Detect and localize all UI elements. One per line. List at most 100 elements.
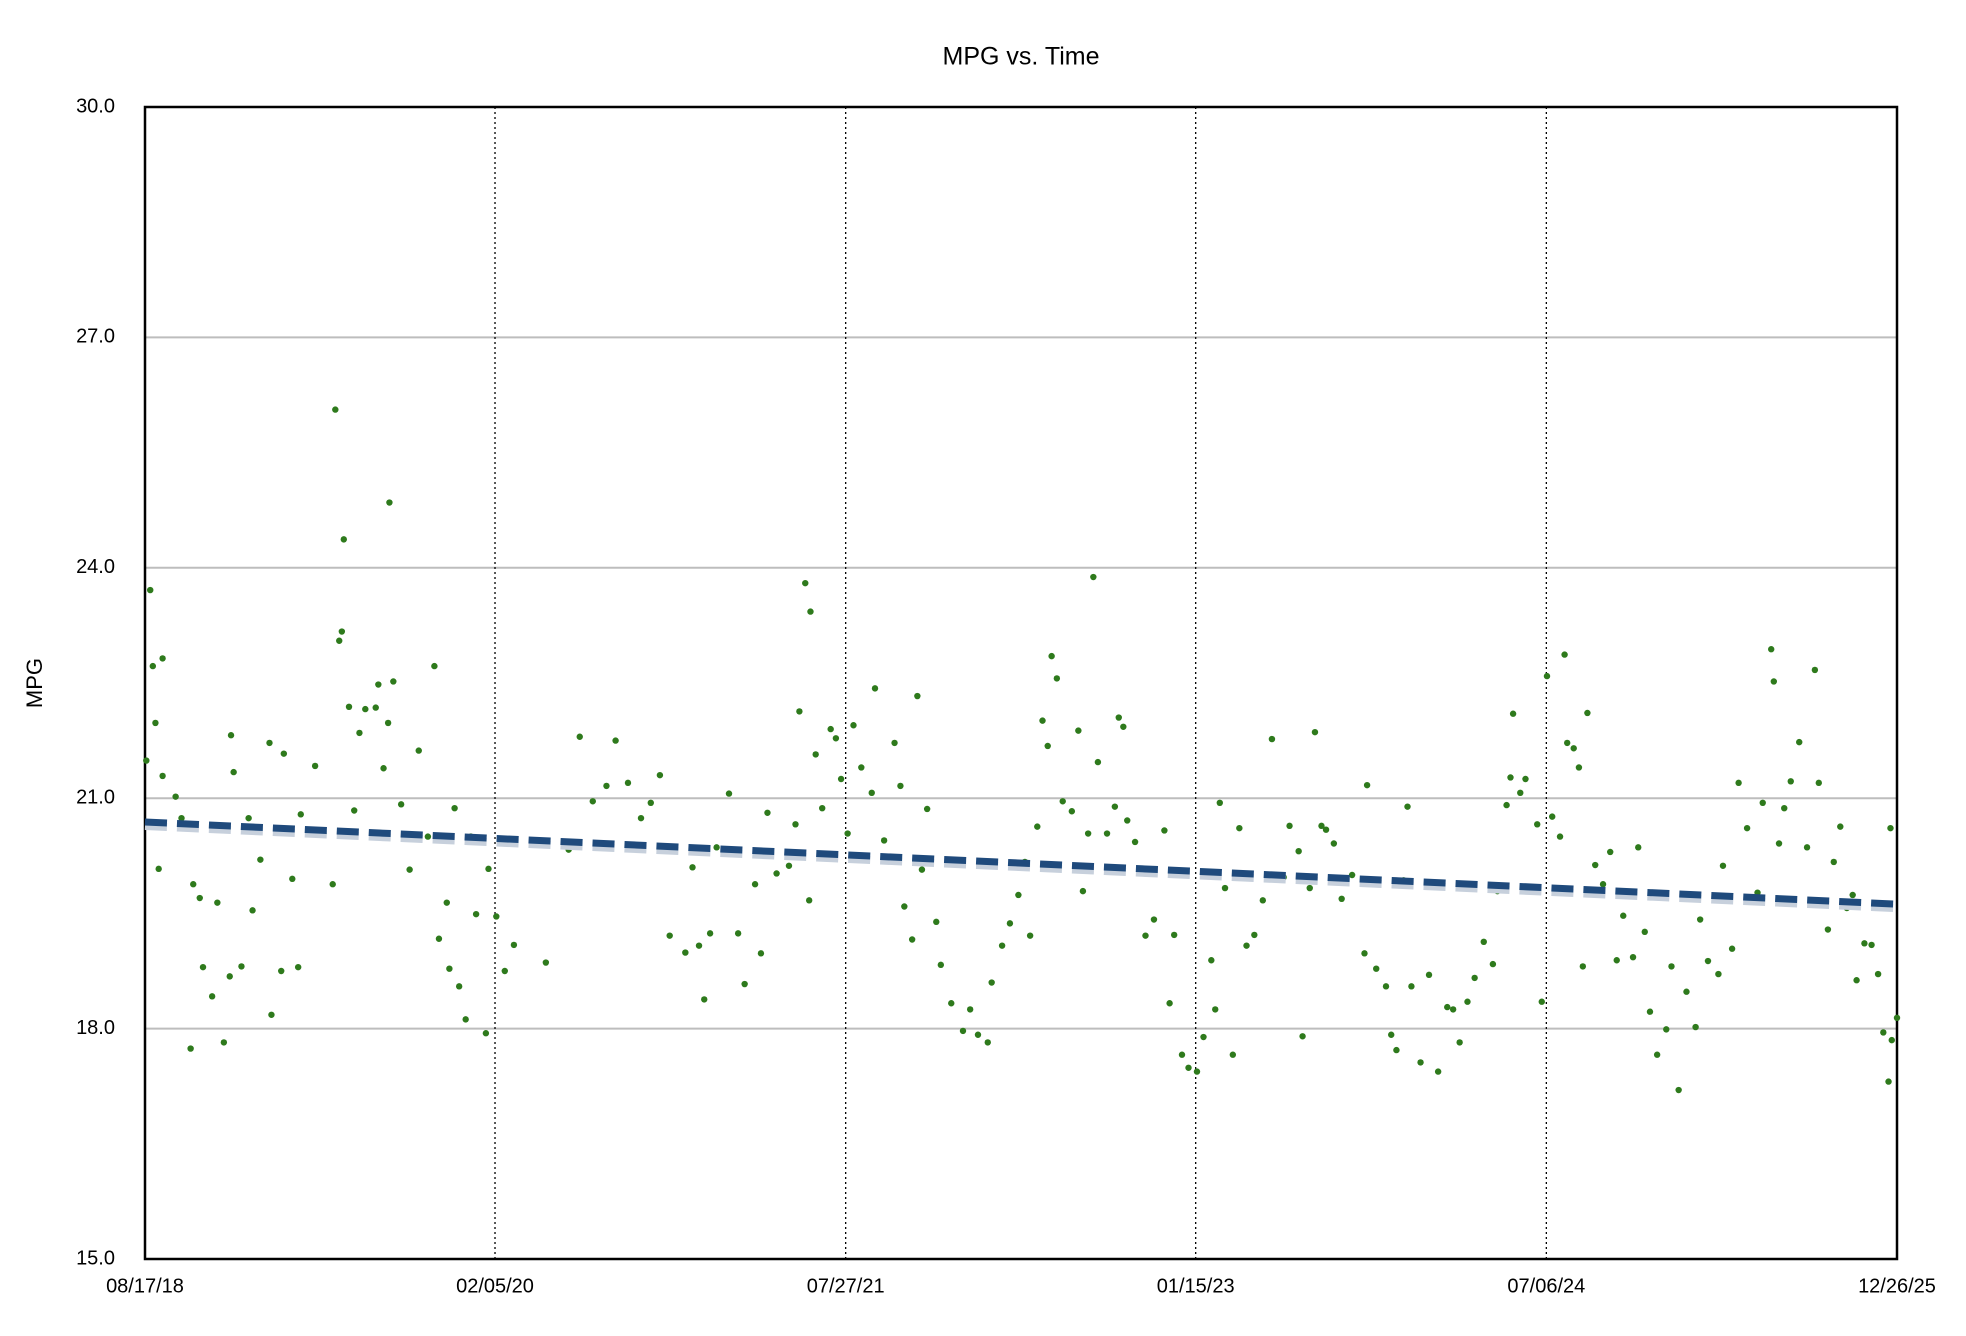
trendline-shadow [144,822,1898,913]
data-point [1824,926,1832,933]
data-point [1124,817,1131,824]
data-point [266,739,273,747]
x-tick-label: 12/26/25 [1858,1275,1936,1297]
data-point [390,678,397,685]
data-point [187,1045,194,1052]
data-point [880,837,888,844]
data-point [1759,799,1766,807]
y-tick-label: 24.0 [76,556,115,578]
data-point [868,789,875,797]
data-point [832,735,840,742]
data-point [1743,824,1751,832]
data-point [431,662,438,670]
data-point [1837,823,1844,830]
data-point [1373,965,1380,972]
data-point [734,930,742,937]
data-point [257,856,264,863]
data-point [1075,727,1082,734]
data-point [725,790,733,797]
x-tick-label: 08/17/18 [106,1275,184,1297]
data-point [844,830,851,837]
data-point [1053,675,1061,682]
data-point [1361,950,1368,957]
data-point [214,899,221,906]
data-point [1456,1039,1463,1046]
data-point [542,959,550,966]
data-point [1034,823,1041,830]
data-point [1212,1006,1219,1013]
data-point [812,751,819,758]
data-point [1026,932,1034,939]
data-point [1607,848,1614,856]
data-point [1815,779,1822,787]
data-point [576,733,583,740]
data-point [227,732,235,739]
data-point [1178,1051,1186,1058]
data-point [178,814,185,822]
data-point [159,772,166,780]
data-point [871,685,879,692]
data-point [1382,983,1390,990]
data-point [1039,717,1046,724]
data-point [172,793,179,800]
data-point [1489,960,1497,968]
data-point [1509,710,1517,717]
data-point [1084,830,1092,837]
data-point [1142,932,1149,939]
data-point [637,814,645,822]
data-point [1592,861,1599,869]
data-point [1675,1086,1682,1094]
data-point [1243,942,1250,949]
data-point [1853,977,1860,984]
data-point [159,655,166,662]
data-point [1683,988,1690,995]
data-point [230,768,237,776]
y-tick-label: 27.0 [76,326,115,348]
data-point [624,779,632,787]
data-point [819,804,826,812]
data-point [959,1027,967,1035]
data-point [1090,573,1097,581]
data-point [908,936,916,943]
data-point [764,809,771,816]
data-point [1803,844,1811,851]
data-point [1193,1068,1201,1075]
data-point [485,865,492,873]
data-point [245,814,252,822]
data-point [1216,799,1223,807]
data-point [937,961,945,969]
data-point [472,910,480,918]
data-point [1715,970,1722,978]
data-point [933,918,940,926]
data-point [1221,884,1229,892]
data-point [1861,940,1868,947]
data-point [1268,735,1276,743]
data-point [1728,945,1736,952]
data-point [493,913,500,920]
data-point [190,881,197,888]
data-point [1120,723,1127,730]
data-point [1696,916,1704,923]
data-point [1653,1051,1661,1058]
data-point [1503,801,1510,809]
data-point [397,801,405,808]
data-point [1796,738,1803,746]
data-point [443,899,450,906]
data-point [1161,827,1168,834]
data-point [1015,891,1022,899]
data-point [807,608,814,615]
data-point [155,865,162,873]
data-point [1543,672,1551,680]
data-point [1150,916,1158,923]
data-point [199,963,207,971]
data-point [208,993,216,1000]
data-point [268,1011,275,1018]
data-point [1629,953,1637,961]
data-point [1880,1029,1887,1036]
data-point [589,798,596,805]
data-point [1185,1064,1192,1071]
data-point [1208,957,1215,964]
data-point [340,536,347,543]
data-point [1059,798,1066,805]
